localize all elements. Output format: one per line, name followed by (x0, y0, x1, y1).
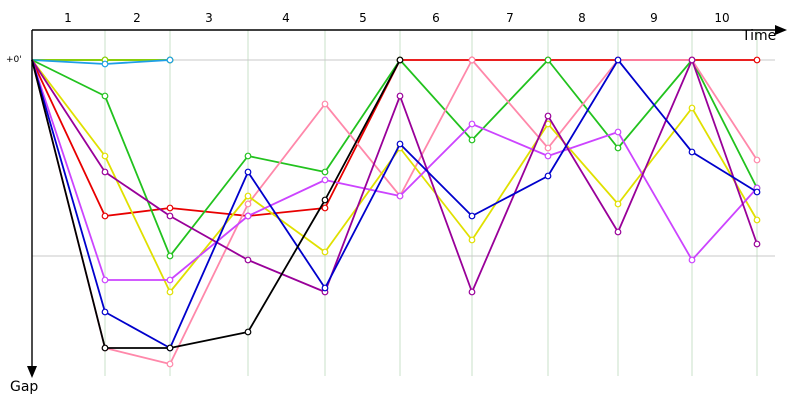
series-line-9 (31, 56, 761, 296)
series-point (321, 196, 329, 204)
series-point (468, 236, 476, 244)
y-axis-arrow (27, 366, 37, 378)
series-point (321, 248, 329, 256)
series-path (31, 59, 758, 293)
lap-label: 9 (650, 11, 658, 25)
x-axis-arrow (775, 25, 787, 35)
x-axis-label: Time (741, 28, 776, 44)
series-line-8 (31, 59, 761, 284)
series-point (244, 328, 252, 336)
series-point (753, 188, 761, 196)
series-point (468, 212, 476, 220)
series-point (166, 276, 174, 284)
axis-layer: Time Gap +0' (6, 25, 787, 395)
series-point (753, 216, 761, 224)
series-point (396, 140, 404, 148)
series-path (31, 59, 757, 217)
series-point (321, 168, 329, 176)
series-point (166, 204, 174, 212)
series-point (244, 152, 252, 160)
series-point (166, 212, 174, 220)
series-path (31, 59, 758, 293)
series-point (244, 168, 252, 176)
series-point (544, 112, 552, 120)
series-point (101, 308, 109, 316)
series-line-3 (31, 56, 174, 68)
series-point (244, 192, 252, 200)
lap-label: 10 (714, 11, 729, 25)
series-point (753, 240, 761, 248)
lap-label: 8 (578, 11, 586, 25)
series-point (101, 60, 109, 68)
zero-gap-label: +0' (6, 55, 22, 65)
series-point (544, 152, 552, 160)
series-point (244, 200, 252, 208)
series-point (101, 276, 109, 284)
series-point (321, 284, 329, 292)
series-path (31, 59, 758, 257)
series-line-7 (31, 59, 761, 296)
series-point (244, 212, 252, 220)
lap-label: 2 (133, 11, 141, 25)
series-point (101, 344, 109, 352)
series-point (468, 56, 476, 64)
series-point (688, 56, 696, 64)
series-layer (31, 56, 761, 368)
lap-label: 1 (64, 11, 72, 25)
series-point (321, 100, 329, 108)
series-point (614, 200, 622, 208)
series-point (614, 128, 622, 136)
lap-label: 5 (359, 11, 367, 25)
series-point (321, 176, 329, 184)
series-point (614, 228, 622, 236)
series-point (614, 144, 622, 152)
series-point (688, 148, 696, 156)
series-point (753, 56, 761, 64)
series-point (688, 104, 696, 112)
series-point (101, 212, 109, 220)
series-point (166, 252, 174, 260)
series-point (688, 256, 696, 264)
series-point (396, 192, 404, 200)
lap-label: 7 (506, 11, 514, 25)
lap-label-layer: 1 2 3 4 5 6 7 8 9 10 (64, 11, 729, 25)
lap-label: 6 (432, 11, 440, 25)
lap-label: 4 (282, 11, 290, 25)
series-point (321, 204, 329, 212)
series-point (468, 120, 476, 128)
series-path (31, 59, 758, 281)
lap-label: 3 (205, 11, 213, 25)
series-point (396, 56, 404, 64)
series-point (101, 168, 109, 176)
y-axis-label: Gap (10, 379, 38, 395)
series-point (166, 56, 174, 64)
grid-layer (32, 30, 775, 376)
series-point (101, 152, 109, 160)
series-point (468, 136, 476, 144)
series-point (544, 172, 552, 180)
series-point (544, 144, 552, 152)
series-point (166, 360, 174, 368)
series-line-11 (31, 56, 404, 352)
series-point (244, 256, 252, 264)
series-line-10 (31, 56, 761, 352)
series-point (614, 56, 622, 64)
series-point (544, 56, 552, 64)
series-point (166, 288, 174, 296)
series-point (166, 344, 174, 352)
series-path (31, 59, 401, 349)
series-point (753, 156, 761, 164)
series-point (101, 92, 109, 100)
series-point (396, 92, 404, 100)
series-point (468, 288, 476, 296)
series-path (31, 59, 758, 349)
